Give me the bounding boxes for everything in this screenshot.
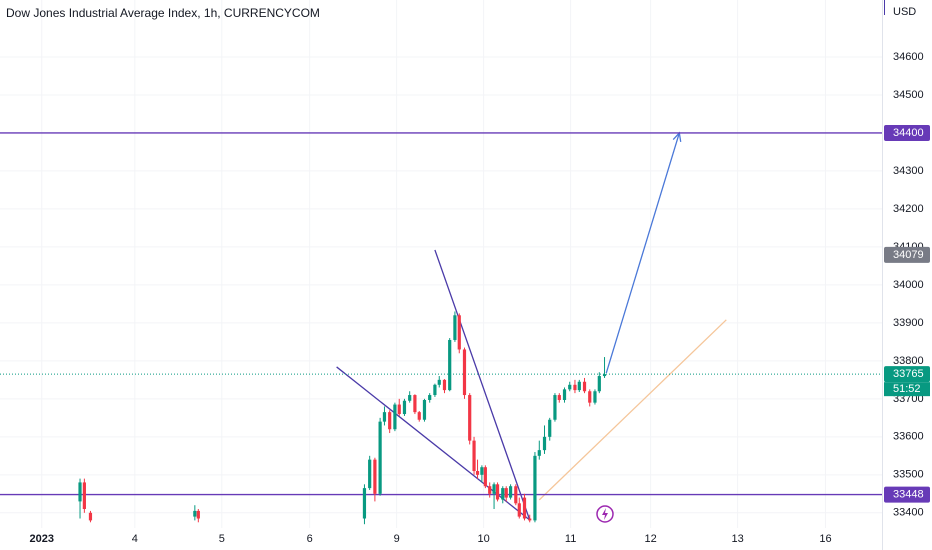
trend-line (605, 132, 680, 374)
y-tick-label: 34300 (893, 165, 924, 177)
level-label: 34400 (893, 127, 924, 139)
candle-body (468, 395, 472, 441)
candle-body (568, 384, 572, 390)
candle-body (537, 450, 541, 456)
plot (78, 311, 607, 525)
y-tick-label: 34600 (893, 51, 924, 63)
candle-body (533, 455, 537, 521)
y-tick-label: 33500 (893, 469, 924, 481)
candle-body (514, 486, 518, 504)
y-tick-label: 33600 (893, 431, 924, 443)
candle-body (557, 395, 561, 400)
marker-price-label: 34079 (893, 249, 924, 261)
level-label: 33448 (893, 488, 924, 500)
x-tick-label: 11 (565, 533, 576, 545)
candle-body (508, 486, 513, 498)
level-box (884, 486, 930, 503)
candle-body (368, 459, 372, 489)
candle-body (408, 395, 412, 401)
candle-body (453, 315, 457, 340)
candle-body (393, 404, 397, 430)
x-tick-label: 10 (477, 533, 489, 545)
candle-body (433, 384, 437, 396)
candle-body (517, 503, 521, 517)
y-tick-label: 33900 (893, 317, 924, 329)
candle-body (582, 381, 587, 392)
candle-body (88, 512, 93, 521)
countdown-box (884, 382, 930, 397)
candle-body (378, 421, 382, 494)
candle-body (577, 381, 581, 391)
candle-body (495, 484, 500, 500)
candle-body (573, 384, 577, 391)
x-tick-label: 6 (307, 533, 313, 545)
drawings (0, 131, 882, 521)
candle-body (542, 436, 547, 451)
x-tick-label: 9 (394, 533, 400, 545)
candle-body (548, 419, 552, 437)
trend-line (538, 319, 727, 501)
candle-body (504, 488, 508, 498)
axes: 3340033500336003370033800339003400034100… (30, 51, 930, 545)
candle-body (362, 488, 367, 519)
candle-body (602, 374, 607, 377)
candle-body (193, 510, 197, 517)
candle-body (373, 459, 377, 494)
candle-body (413, 395, 417, 413)
level-box (884, 124, 930, 141)
candle-body (78, 482, 82, 502)
candle-body (562, 389, 567, 400)
x-tick-label: 12 (645, 533, 657, 545)
x-tick-label: 2023 (30, 533, 54, 545)
candle-body (82, 482, 86, 510)
candle-body (428, 395, 432, 400)
trend-line (434, 249, 531, 521)
last-price-label: 33765 (893, 368, 924, 380)
candle-body (442, 379, 447, 391)
candle-body (397, 404, 401, 415)
candle-body (417, 412, 421, 420)
candle-body (437, 379, 441, 385)
y-tick-label: 34500 (893, 89, 924, 101)
candle-body (462, 349, 467, 396)
candle-body (488, 486, 492, 494)
candle-body (593, 391, 597, 403)
candle-body (457, 315, 461, 350)
marker-price-box (884, 246, 930, 263)
event-bolt (602, 508, 608, 520)
candle-body (501, 488, 505, 500)
candle-body (388, 412, 392, 430)
candle-body (422, 399, 427, 420)
x-tick-label: 4 (132, 533, 138, 545)
candle-body (402, 400, 407, 415)
candle-body (588, 391, 592, 403)
y-tick-label: 33800 (893, 355, 924, 367)
candle-body (475, 471, 480, 475)
candle-body (528, 518, 532, 521)
candle-body (522, 497, 527, 519)
candle-body (553, 395, 557, 420)
x-tick-label: 16 (819, 533, 831, 545)
countdown: 51:52 (893, 383, 921, 395)
candle-body (597, 376, 601, 392)
candle-body (472, 440, 476, 472)
candle-body (492, 484, 496, 494)
x-tick-label: 13 (731, 533, 743, 545)
y-tick-label: 34200 (893, 203, 924, 215)
x-tick-label: 5 (219, 533, 225, 545)
currency: USD (893, 6, 916, 18)
candle-body (448, 339, 452, 391)
chart-title: Dow Jones Industrial Average Index, 1h, … (6, 6, 320, 20)
candle-body (480, 467, 484, 475)
last-price-box (884, 366, 930, 383)
candle-body (483, 467, 487, 487)
candle-body (382, 412, 387, 422)
y-tick-label: 33400 (893, 507, 924, 519)
y-tick-label: 34000 (893, 279, 924, 291)
candle-body (196, 510, 200, 519)
